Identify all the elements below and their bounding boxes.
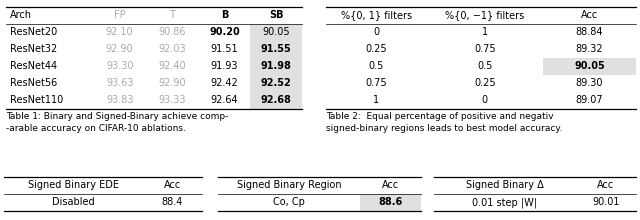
Text: T: T: [170, 10, 175, 20]
Text: 90.05: 90.05: [262, 27, 290, 37]
Text: ResNet20: ResNet20: [10, 27, 57, 37]
Text: 92.03: 92.03: [159, 44, 186, 54]
Text: FP: FP: [114, 10, 125, 20]
Text: Signed Binary Δ: Signed Binary Δ: [466, 180, 543, 190]
Text: 89.07: 89.07: [576, 95, 604, 105]
Bar: [360, 194, 421, 211]
Text: Acc: Acc: [597, 180, 614, 190]
Text: 93.63: 93.63: [106, 78, 133, 88]
Text: 89.32: 89.32: [576, 44, 604, 54]
Text: Table 2:  Equal percentage of positive and negativ
signed-binary regions leads t: Table 2: Equal percentage of positive an…: [326, 112, 563, 133]
Text: 92.42: 92.42: [211, 78, 239, 88]
Text: 90.05: 90.05: [574, 61, 605, 71]
Text: 92.40: 92.40: [159, 61, 186, 71]
Text: 1: 1: [482, 27, 488, 37]
Text: %{0, −1} filters: %{0, −1} filters: [445, 10, 525, 20]
Text: Table 1: Binary and Signed-Binary achieve comp-
-arable accuracy on CIFAR-10 abl: Table 1: Binary and Signed-Binary achiev…: [6, 112, 228, 133]
Text: 1: 1: [373, 95, 380, 105]
Text: Arch: Arch: [10, 10, 32, 20]
Text: %{0, 1} filters: %{0, 1} filters: [341, 10, 412, 20]
Text: 0.5: 0.5: [477, 61, 493, 71]
Text: 90.20: 90.20: [209, 27, 240, 37]
Text: 92.10: 92.10: [106, 27, 134, 37]
Text: Disabled: Disabled: [52, 197, 95, 207]
Text: 92.90: 92.90: [159, 78, 186, 88]
Text: Acc: Acc: [164, 180, 181, 190]
Text: ResNet110: ResNet110: [10, 95, 63, 105]
Text: 88.6: 88.6: [378, 197, 403, 207]
Text: Acc: Acc: [581, 10, 598, 20]
Text: ResNet44: ResNet44: [10, 61, 57, 71]
Text: 90.01: 90.01: [592, 197, 620, 207]
Text: B: B: [221, 10, 228, 20]
Text: Signed Binary Region: Signed Binary Region: [237, 180, 341, 190]
Text: 88.84: 88.84: [576, 27, 604, 37]
Text: 91.93: 91.93: [211, 61, 238, 71]
Text: 89.30: 89.30: [576, 78, 604, 88]
Text: 93.30: 93.30: [106, 61, 133, 71]
Text: 90.86: 90.86: [159, 27, 186, 37]
Text: Acc: Acc: [382, 180, 399, 190]
Text: 92.68: 92.68: [261, 95, 292, 105]
Text: 93.33: 93.33: [159, 95, 186, 105]
Text: 0: 0: [482, 95, 488, 105]
Text: 0.75: 0.75: [365, 78, 387, 88]
Text: 0.5: 0.5: [369, 61, 384, 71]
Text: SB: SB: [269, 10, 284, 20]
Text: 92.90: 92.90: [106, 44, 134, 54]
Text: 91.55: 91.55: [261, 44, 292, 54]
Text: 92.64: 92.64: [211, 95, 239, 105]
Text: 91.51: 91.51: [211, 44, 239, 54]
Text: ResNet32: ResNet32: [10, 44, 57, 54]
Text: 0.25: 0.25: [474, 78, 496, 88]
Bar: [250, 24, 302, 109]
Text: 92.52: 92.52: [261, 78, 292, 88]
Text: 0.25: 0.25: [365, 44, 387, 54]
Text: 0.01 step |W|: 0.01 step |W|: [472, 197, 537, 207]
Text: 0.75: 0.75: [474, 44, 496, 54]
Text: Co, Cp: Co, Cp: [273, 197, 305, 207]
Text: 0: 0: [373, 27, 380, 37]
Text: 91.98: 91.98: [261, 61, 292, 71]
Text: 93.83: 93.83: [106, 95, 133, 105]
Text: Signed Binary EDE: Signed Binary EDE: [28, 180, 119, 190]
Bar: [543, 58, 636, 75]
Text: ResNet56: ResNet56: [10, 78, 57, 88]
Text: 88.4: 88.4: [162, 197, 183, 207]
